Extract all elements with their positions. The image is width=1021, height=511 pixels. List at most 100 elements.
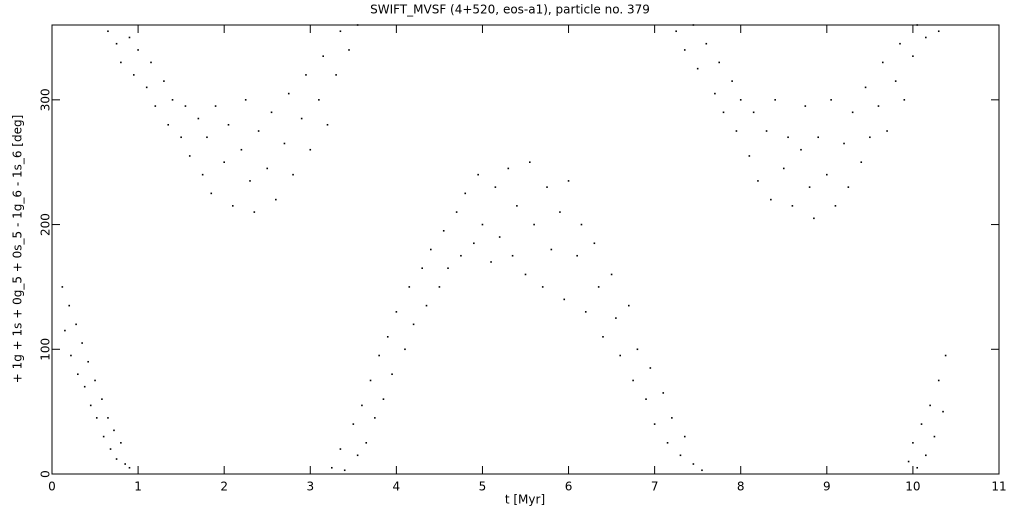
point (813, 217, 815, 220)
point (421, 267, 423, 270)
point (834, 205, 837, 207)
point (210, 192, 213, 195)
point (860, 161, 863, 163)
point (128, 466, 131, 469)
point (266, 167, 269, 170)
x-axis-label: t [Myr] (505, 493, 545, 507)
point (894, 80, 897, 82)
x-tick-label: 0 (48, 480, 56, 494)
point (404, 348, 406, 351)
point (132, 74, 135, 76)
point (851, 111, 854, 114)
point (326, 123, 329, 126)
point (107, 417, 109, 419)
point (115, 42, 118, 45)
point (83, 385, 86, 388)
point (391, 373, 393, 376)
point (240, 148, 243, 151)
point (490, 261, 492, 263)
point (120, 442, 122, 444)
point (886, 130, 888, 132)
point (632, 379, 634, 382)
point (826, 173, 828, 176)
point (619, 354, 621, 357)
point (920, 423, 923, 425)
point (473, 242, 475, 245)
point (735, 130, 738, 132)
point (843, 142, 845, 145)
point (524, 273, 527, 276)
point (559, 211, 561, 213)
point (442, 229, 445, 232)
point (649, 367, 652, 369)
x-tick-label: 7 (651, 480, 659, 494)
point (89, 404, 92, 407)
point (546, 186, 548, 188)
point (864, 86, 867, 89)
point (101, 398, 103, 400)
point (150, 61, 152, 64)
point (339, 448, 342, 450)
point (87, 360, 89, 363)
point (916, 24, 919, 26)
x-tick-label: 4 (393, 480, 401, 494)
point (671, 417, 673, 419)
x-tick-label: 11 (991, 480, 1006, 494)
point (787, 136, 789, 139)
point (378, 354, 380, 357)
point (925, 454, 927, 457)
point (696, 67, 699, 70)
point (335, 74, 337, 76)
point (533, 223, 535, 226)
y-tick-label: 100 (39, 338, 53, 361)
y-axis-label: + 1g + 1s + 0g_5 + 0s_5 - 1g_6 - 1s_6 [d… (11, 115, 25, 384)
point (188, 155, 191, 157)
point (171, 99, 174, 101)
point (283, 142, 286, 145)
point (253, 211, 256, 213)
point (615, 317, 617, 319)
point (800, 148, 802, 151)
point (692, 24, 695, 26)
point (808, 186, 811, 188)
point (714, 92, 716, 95)
point (412, 323, 415, 326)
point (113, 429, 115, 432)
point (903, 99, 906, 101)
point (937, 379, 940, 382)
point (356, 454, 359, 457)
point (847, 186, 850, 188)
chart-title: SWIFT_MVSF (4+520, eos-a1), particle no.… (370, 3, 650, 17)
point (115, 458, 118, 460)
point (541, 286, 544, 288)
point (305, 74, 307, 76)
x-tick-label: 3 (306, 480, 314, 494)
point (929, 404, 931, 407)
x-tick-label: 10 (905, 480, 920, 494)
point (933, 435, 936, 438)
x-tick-label: 9 (823, 480, 831, 494)
point (731, 80, 733, 82)
point (94, 379, 96, 382)
point (580, 223, 583, 226)
point (270, 111, 273, 114)
point (752, 111, 755, 114)
point (275, 198, 277, 201)
point (352, 423, 355, 425)
point (602, 336, 604, 338)
point (739, 99, 742, 101)
point (64, 329, 66, 332)
point (81, 342, 83, 344)
point (70, 354, 72, 357)
point (925, 36, 927, 39)
point (68, 304, 71, 307)
x-tick-label: 5 (479, 480, 487, 494)
point (869, 136, 871, 139)
point (365, 442, 368, 444)
point (318, 99, 320, 101)
point (791, 205, 794, 207)
point (628, 304, 630, 307)
point (567, 180, 570, 182)
point (257, 130, 260, 132)
point (666, 442, 669, 444)
